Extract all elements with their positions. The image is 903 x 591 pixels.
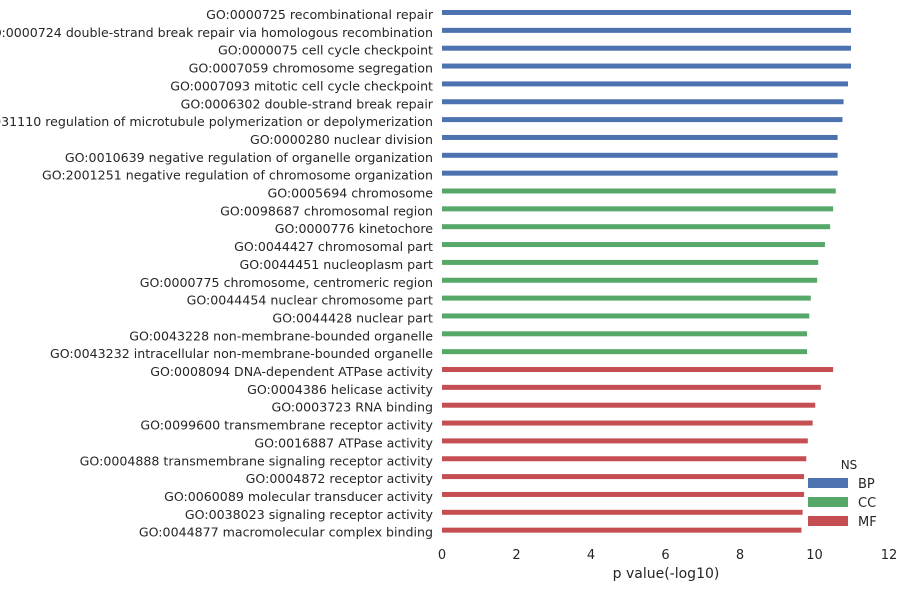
bar-cc [442, 224, 831, 230]
y-tick-label: GO:0044877 macromolecular complex bindin… [139, 525, 433, 540]
y-tick-label: GO:0006302 double-strand break repair [181, 96, 434, 111]
legend: NS BP CC MF [808, 458, 877, 530]
bar-cc [442, 242, 825, 248]
legend-swatch-cc [808, 497, 848, 507]
bar-mf [442, 474, 805, 480]
bar-cc [442, 277, 818, 283]
y-tick-label: GO:0000724 double-strand break repair vi… [0, 25, 433, 40]
y-tick-label: GO:0000725 recombinational repair [206, 7, 434, 22]
x-axis-label: p value(-log10) [613, 566, 720, 582]
bars-layer [442, 10, 851, 533]
y-tick-label: GO:0004872 receptor activity [246, 471, 434, 486]
bar-bp [442, 27, 851, 33]
legend-entries: BP CC MF [808, 477, 877, 530]
y-tick-label: GO:0044427 chromosomal part [234, 239, 433, 254]
y-tick-label: GO:0004386 helicase activity [247, 382, 433, 397]
bar-bp [442, 63, 851, 69]
bar-bp [442, 99, 844, 105]
legend-swatch-mf [808, 516, 848, 526]
bar-cc [442, 206, 834, 212]
bar-bp [442, 117, 843, 123]
bar-cc [442, 188, 836, 194]
x-tick-label: 0 [438, 548, 446, 563]
y-tick-label: GO:0000280 nuclear division [250, 132, 433, 147]
y-tick-label: GO:0043232 intracellular non-membrane-bo… [50, 346, 433, 361]
y-tick-label: GO:0003723 RNA binding [271, 400, 433, 415]
x-tick-label: 8 [736, 548, 744, 563]
y-tick-label: GO:0098687 chromosomal region [220, 203, 433, 218]
y-tick-label: GO:0000775 chromosome, centromeric regio… [140, 275, 433, 290]
bar-cc [442, 259, 819, 265]
bar-mf [442, 402, 816, 408]
y-tick-label: GO:0060089 molecular transducer activity [164, 489, 433, 504]
bar-mf [442, 438, 808, 444]
x-tick-label: 10 [806, 548, 823, 563]
bar-bp [442, 10, 851, 15]
bar-mf [442, 420, 813, 426]
y-tick-label: GO:0043228 non-membrane-bounded organell… [129, 328, 433, 343]
x-tick-label: 12 [881, 548, 898, 563]
y-tick-label: GO:0004888 transmembrane signaling recep… [80, 453, 434, 468]
bar-mf [442, 509, 803, 515]
bar-bp [442, 170, 838, 176]
y-tick-label: GO:0005694 chromosome [267, 186, 433, 201]
y-tick-label: GO:0044428 nuclear part [272, 310, 433, 325]
legend-title: NS [841, 458, 858, 472]
legend-swatch-bp [808, 478, 848, 488]
y-tick-label: GO:0031110 regulation of microtubule pol… [0, 114, 433, 129]
bar-mf [442, 456, 807, 462]
x-tick-label: 4 [587, 548, 595, 563]
y-tick-labels: GO:0000725 recombinational repair GO:0000… [0, 7, 434, 540]
y-tick-label: GO:0044454 nuclear chromosome part [187, 293, 433, 308]
bar-bp [442, 81, 849, 87]
legend-label-bp: BP [858, 477, 875, 492]
y-tick-label: GO:0016887 ATPase activity [254, 435, 433, 450]
bar-cc [442, 349, 808, 355]
bar-bp [442, 152, 838, 158]
bar-cc [442, 331, 808, 337]
bar-mf [442, 527, 802, 533]
y-tick-label: GO:0099600 transmembrane receptor activi… [140, 418, 433, 433]
y-tick-label: GO:0007059 chromosome segregation [189, 61, 433, 76]
bar-cc [442, 295, 811, 301]
legend-label-mf: MF [858, 515, 877, 530]
y-tick-label: GO:0008094 DNA-dependent ATPase activity [150, 364, 433, 379]
legend-label-cc: CC [858, 496, 876, 511]
bar-mf [442, 384, 821, 390]
x-tick-label: 6 [661, 548, 669, 563]
bar-bp [442, 45, 851, 51]
y-tick-label: GO:0010639 negative regulation of organe… [65, 150, 433, 165]
y-tick-label: GO:0000776 kinetochore [275, 221, 433, 236]
x-tick-labels: 0 2 4 6 8 10 12 [438, 548, 897, 563]
y-tick-label: GO:2001251 negative regulation of chromo… [42, 168, 433, 183]
y-tick-label: GO:0044451 nucleoplasm part [240, 257, 434, 272]
bar-mf [442, 491, 805, 497]
bar-mf [442, 367, 834, 372]
x-tick-label: 2 [512, 548, 520, 563]
y-tick-label: GO:0038023 signaling receptor activity [185, 507, 434, 522]
bar-cc [442, 313, 810, 319]
y-tick-label: GO:0000075 cell cycle checkpoint [218, 43, 433, 58]
y-tick-label: GO:0007093 mitotic cell cycle checkpoint [170, 78, 433, 93]
bar-bp [442, 134, 838, 140]
